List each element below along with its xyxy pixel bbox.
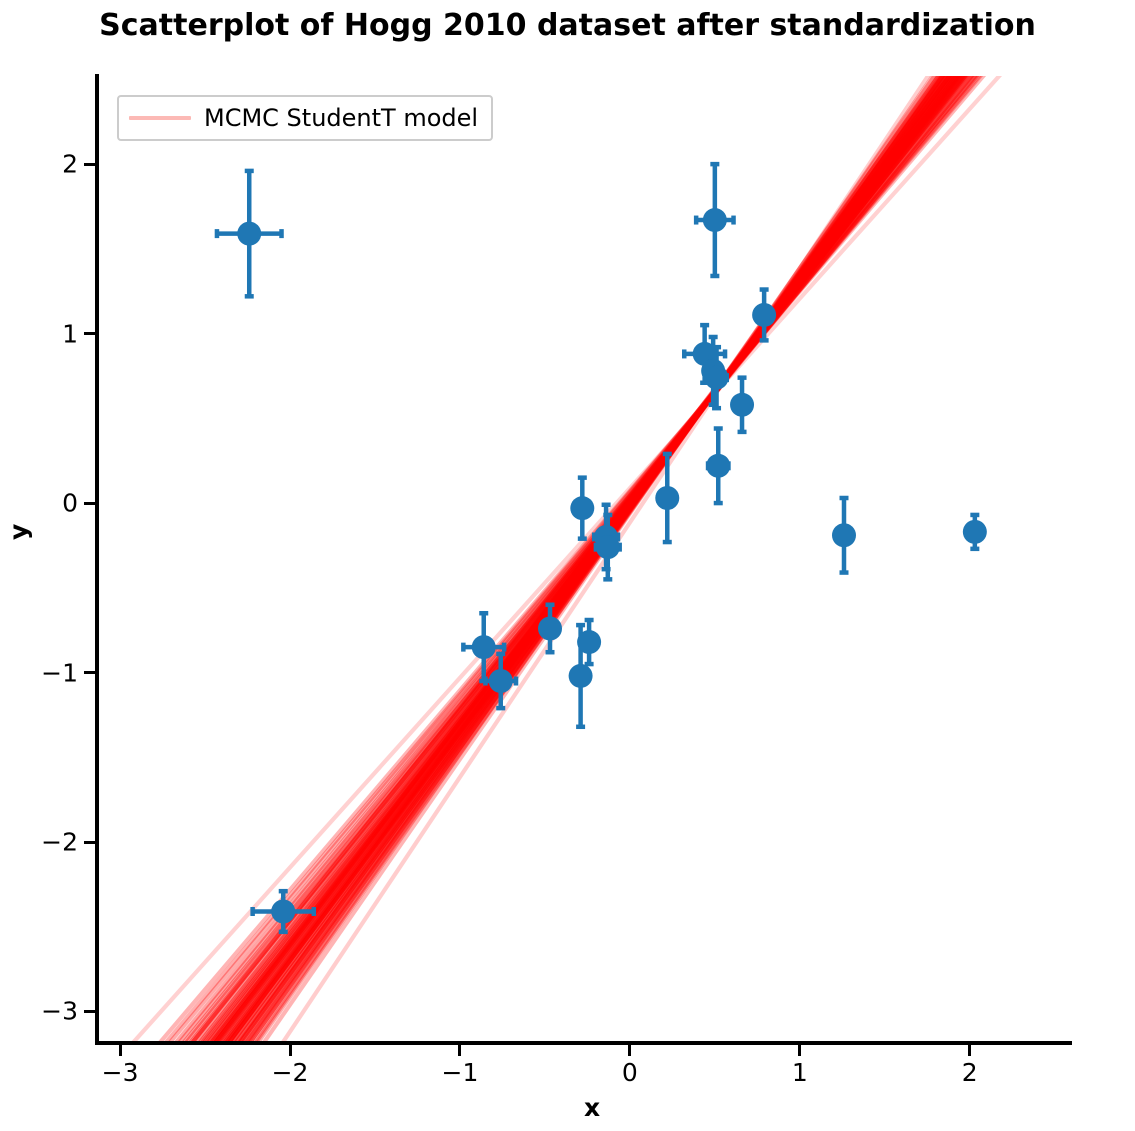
data-point-marker	[730, 392, 755, 417]
data-point-marker	[655, 485, 680, 510]
mcmc-posterior-line	[247, 76, 941, 1042]
mcmc-posterior-line	[240, 76, 947, 1042]
data-point-marker	[271, 899, 296, 924]
mcmc-posterior-line	[242, 76, 946, 1042]
x-tick-mark	[798, 1045, 802, 1056]
mcmc-posterior-line	[244, 76, 946, 1042]
mcmc-posterior-line	[199, 76, 968, 1042]
y-tick-label: 2	[62, 149, 78, 179]
y-axis-label: y	[4, 523, 33, 540]
mcmc-posterior-line	[247, 76, 943, 1042]
data-point-marker	[831, 523, 856, 548]
mcmc-posterior-line	[251, 76, 942, 1042]
x-tick-label: 1	[791, 1058, 808, 1087]
y-tick-mark	[84, 162, 95, 166]
mcmc-posterior-line	[253, 76, 941, 1042]
plot-svg	[130, 76, 1003, 1042]
y-tick-label: −1	[41, 658, 78, 688]
mcmc-posterior-line	[280, 76, 931, 1042]
mcmc-posterior-line	[163, 76, 984, 1042]
x-tick-label: −2	[271, 1058, 309, 1087]
data-point-marker	[704, 365, 729, 390]
mcmc-posterior-line	[237, 76, 948, 1042]
y-tick-mark	[84, 332, 95, 336]
data-point-markers	[237, 208, 987, 924]
mcmc-posterior-line	[181, 76, 978, 1042]
mcmc-posterior-line	[246, 76, 945, 1042]
mcmc-posterior-line	[223, 76, 956, 1042]
mcmc-posterior-line	[157, 76, 987, 1042]
x-axis-label: x	[584, 1093, 601, 1122]
mcmc-posterior-line	[177, 76, 978, 1042]
mcmc-posterior-line	[190, 76, 973, 1042]
x-tick-mark	[458, 1045, 462, 1056]
mcmc-posterior-line	[190, 76, 970, 1042]
x-tick-mark	[628, 1045, 632, 1056]
y-tick-label: 0	[62, 488, 78, 518]
mcmc-posterior-line	[173, 76, 980, 1042]
y-tick-label: 1	[62, 319, 78, 349]
x-tick-label: 2	[961, 1058, 978, 1087]
x-tick-label: −3	[101, 1058, 139, 1087]
x-tick-mark	[118, 1045, 122, 1056]
data-point-marker	[488, 669, 513, 694]
mcmc-posterior-line	[193, 76, 969, 1042]
data-point-marker	[568, 663, 593, 688]
data-point-marker	[752, 302, 777, 327]
mcmc-posterior-line	[255, 76, 937, 1042]
data-point-marker	[962, 519, 987, 544]
data-point-marker	[595, 535, 620, 560]
y-tick-label: −3	[41, 996, 78, 1026]
data-point-marker	[577, 630, 602, 655]
legend: MCMC StudentT model	[117, 95, 494, 141]
x-tick-mark	[968, 1045, 972, 1056]
plot-area	[98, 76, 1070, 1042]
x-tick-label: −1	[441, 1058, 479, 1087]
mcmc-posterior-line	[184, 76, 975, 1042]
data-point-marker	[471, 635, 496, 660]
data-point-marker	[538, 616, 563, 641]
data-point-marker	[706, 453, 731, 478]
mcmc-posterior-line	[188, 76, 975, 1042]
x-tick-label: 0	[621, 1058, 638, 1087]
mcmc-line-ensemble	[130, 76, 1003, 1042]
axis-spine-bottom	[95, 1041, 1072, 1045]
mcmc-posterior-line	[167, 76, 982, 1042]
axis-spine-left	[95, 74, 99, 1044]
mcmc-posterior-line	[236, 76, 949, 1042]
data-point-marker	[570, 496, 595, 521]
x-tick-mark	[288, 1045, 292, 1056]
legend-swatch-mcmc-line	[129, 116, 191, 120]
mcmc-posterior-line	[197, 76, 968, 1042]
y-tick-mark	[84, 840, 95, 844]
y-tick-mark	[84, 1009, 95, 1013]
y-tick-mark	[84, 501, 95, 505]
data-point-marker	[237, 221, 262, 246]
legend-label-mcmc-line: MCMC StudentT model	[204, 104, 479, 132]
mcmc-posterior-line	[261, 76, 936, 1042]
data-point-marker	[702, 208, 727, 233]
page-title: Scatterplot of Hogg 2010 dataset after s…	[99, 8, 1036, 43]
y-tick-label: −2	[41, 827, 78, 857]
y-tick-mark	[84, 671, 95, 675]
